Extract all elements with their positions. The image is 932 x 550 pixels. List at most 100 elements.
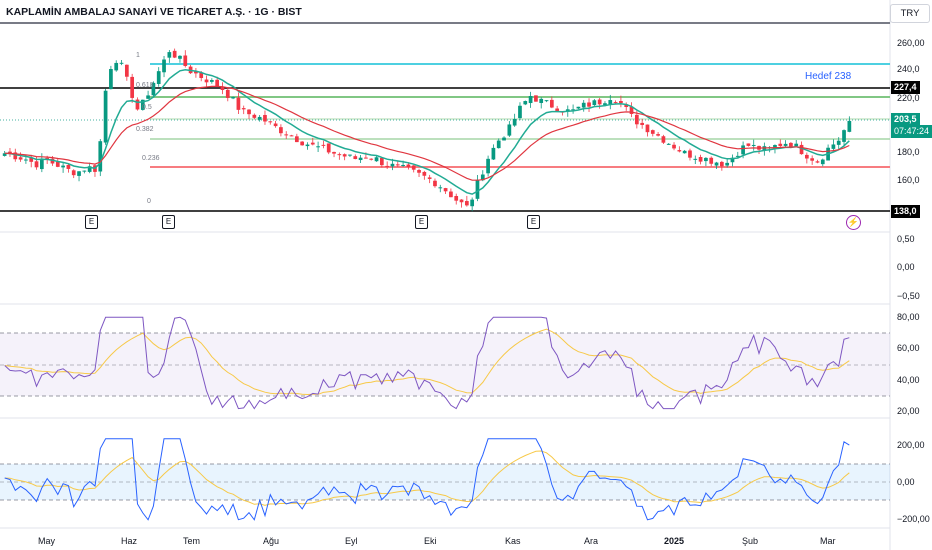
time-tick: 2025 bbox=[664, 536, 685, 546]
candle-body bbox=[77, 171, 81, 176]
candle-body bbox=[688, 150, 692, 158]
fib-label: 1 bbox=[136, 52, 140, 59]
currency-button[interactable]: TRY bbox=[890, 4, 930, 23]
candle-body bbox=[279, 127, 283, 134]
price-tick: 240,0 bbox=[897, 64, 920, 74]
candle-body bbox=[178, 55, 182, 59]
time-tick: Ara bbox=[584, 536, 599, 546]
candle-body bbox=[215, 79, 220, 87]
symbol-title[interactable]: KAPLAMİN AMBALAJ SANAYİ VE TİCARET A.Ş. … bbox=[6, 6, 302, 18]
candle-body bbox=[650, 130, 655, 134]
candle-body bbox=[263, 114, 267, 122]
candle-body bbox=[619, 100, 623, 104]
candle-body bbox=[815, 161, 820, 163]
candle-body bbox=[496, 140, 501, 149]
candle-body bbox=[539, 98, 544, 103]
candle-body bbox=[746, 143, 751, 146]
candle-body bbox=[836, 140, 841, 145]
candle-body bbox=[316, 146, 320, 148]
candle-body bbox=[544, 100, 549, 102]
candle-body bbox=[719, 161, 724, 167]
candle-body bbox=[842, 130, 846, 142]
candle-body bbox=[645, 124, 650, 133]
candle-body bbox=[518, 105, 522, 119]
fib-label: 0.382 bbox=[136, 126, 154, 133]
candle-body bbox=[523, 101, 528, 105]
candle-body bbox=[98, 141, 103, 172]
candle-body bbox=[592, 100, 597, 106]
candle-body bbox=[268, 121, 273, 123]
cci-signal-line bbox=[4, 450, 850, 506]
candle-body bbox=[555, 108, 560, 112]
candle-body bbox=[342, 154, 347, 157]
candle-body bbox=[326, 143, 331, 153]
candle-body bbox=[353, 156, 358, 160]
candle-body bbox=[831, 144, 836, 149]
time-tick: Tem bbox=[183, 536, 201, 546]
candle-body bbox=[571, 109, 575, 111]
candle-body bbox=[820, 159, 825, 165]
candle-body bbox=[61, 165, 65, 168]
candle-body bbox=[714, 162, 719, 166]
price-tick: 260,00 bbox=[897, 38, 925, 48]
candle-body bbox=[379, 157, 384, 166]
rsi-tick: 60,00 bbox=[897, 343, 920, 353]
candle-body bbox=[247, 109, 251, 115]
candle-body bbox=[358, 157, 363, 161]
earnings-marker[interactable]: E bbox=[85, 215, 98, 229]
cci-line bbox=[4, 438, 850, 521]
candle-body bbox=[725, 162, 730, 166]
candle-body bbox=[156, 71, 161, 84]
candle-body bbox=[549, 99, 554, 108]
candle-body bbox=[401, 164, 405, 166]
candle-body bbox=[87, 166, 92, 172]
candle-body bbox=[305, 144, 310, 147]
candle-body bbox=[741, 145, 745, 155]
candle-body bbox=[847, 120, 852, 132]
candle-body bbox=[810, 158, 815, 161]
candle-body bbox=[486, 158, 490, 174]
candle-body bbox=[252, 114, 257, 118]
candle-body bbox=[124, 64, 129, 77]
candle-body bbox=[698, 156, 703, 162]
candle-body bbox=[704, 157, 708, 162]
candle-body bbox=[66, 164, 71, 169]
cci-tick: −200,00 bbox=[897, 514, 930, 524]
candle-body bbox=[337, 154, 342, 156]
candle-body bbox=[565, 109, 570, 112]
ema-fast-line bbox=[4, 69, 850, 195]
earnings-marker[interactable]: E bbox=[162, 215, 175, 229]
candle-body bbox=[294, 136, 299, 143]
candle-body bbox=[24, 159, 28, 161]
resistance-price-tag: 227,4 bbox=[891, 81, 920, 94]
price-tick: 180,0 bbox=[897, 147, 920, 157]
flash-icon[interactable]: ⚡ bbox=[846, 215, 861, 230]
fib-label: 0.618 bbox=[136, 82, 154, 89]
time-tick: Haz bbox=[121, 536, 138, 546]
countdown-tag: 07:47:24 bbox=[891, 125, 932, 138]
rsi-signal-line bbox=[4, 328, 850, 396]
earnings-marker[interactable]: E bbox=[527, 215, 540, 229]
candle-body bbox=[130, 76, 135, 98]
candle-body bbox=[470, 199, 475, 207]
cci-tick: 0,00 bbox=[897, 477, 915, 487]
candle-body bbox=[682, 150, 687, 154]
rsi-tick: 20,00 bbox=[897, 406, 920, 416]
candle-body bbox=[464, 201, 469, 206]
candle-body bbox=[151, 82, 156, 96]
fib-label: 0 bbox=[147, 198, 151, 205]
candle-body bbox=[433, 180, 437, 187]
candle-body bbox=[374, 157, 379, 162]
support-price-tag: 138,0 bbox=[891, 205, 920, 218]
osc-tick: 0,00 bbox=[897, 262, 915, 272]
time-tick: Şub bbox=[742, 536, 759, 546]
fib-label: 0.236 bbox=[142, 155, 160, 162]
candle-body bbox=[603, 103, 607, 105]
candle-body bbox=[422, 171, 427, 176]
candle-body bbox=[257, 116, 262, 120]
candle-body bbox=[225, 89, 230, 98]
price-tick: 220,0 bbox=[897, 93, 920, 103]
candle-body bbox=[55, 161, 60, 167]
earnings-marker[interactable]: E bbox=[415, 215, 428, 229]
